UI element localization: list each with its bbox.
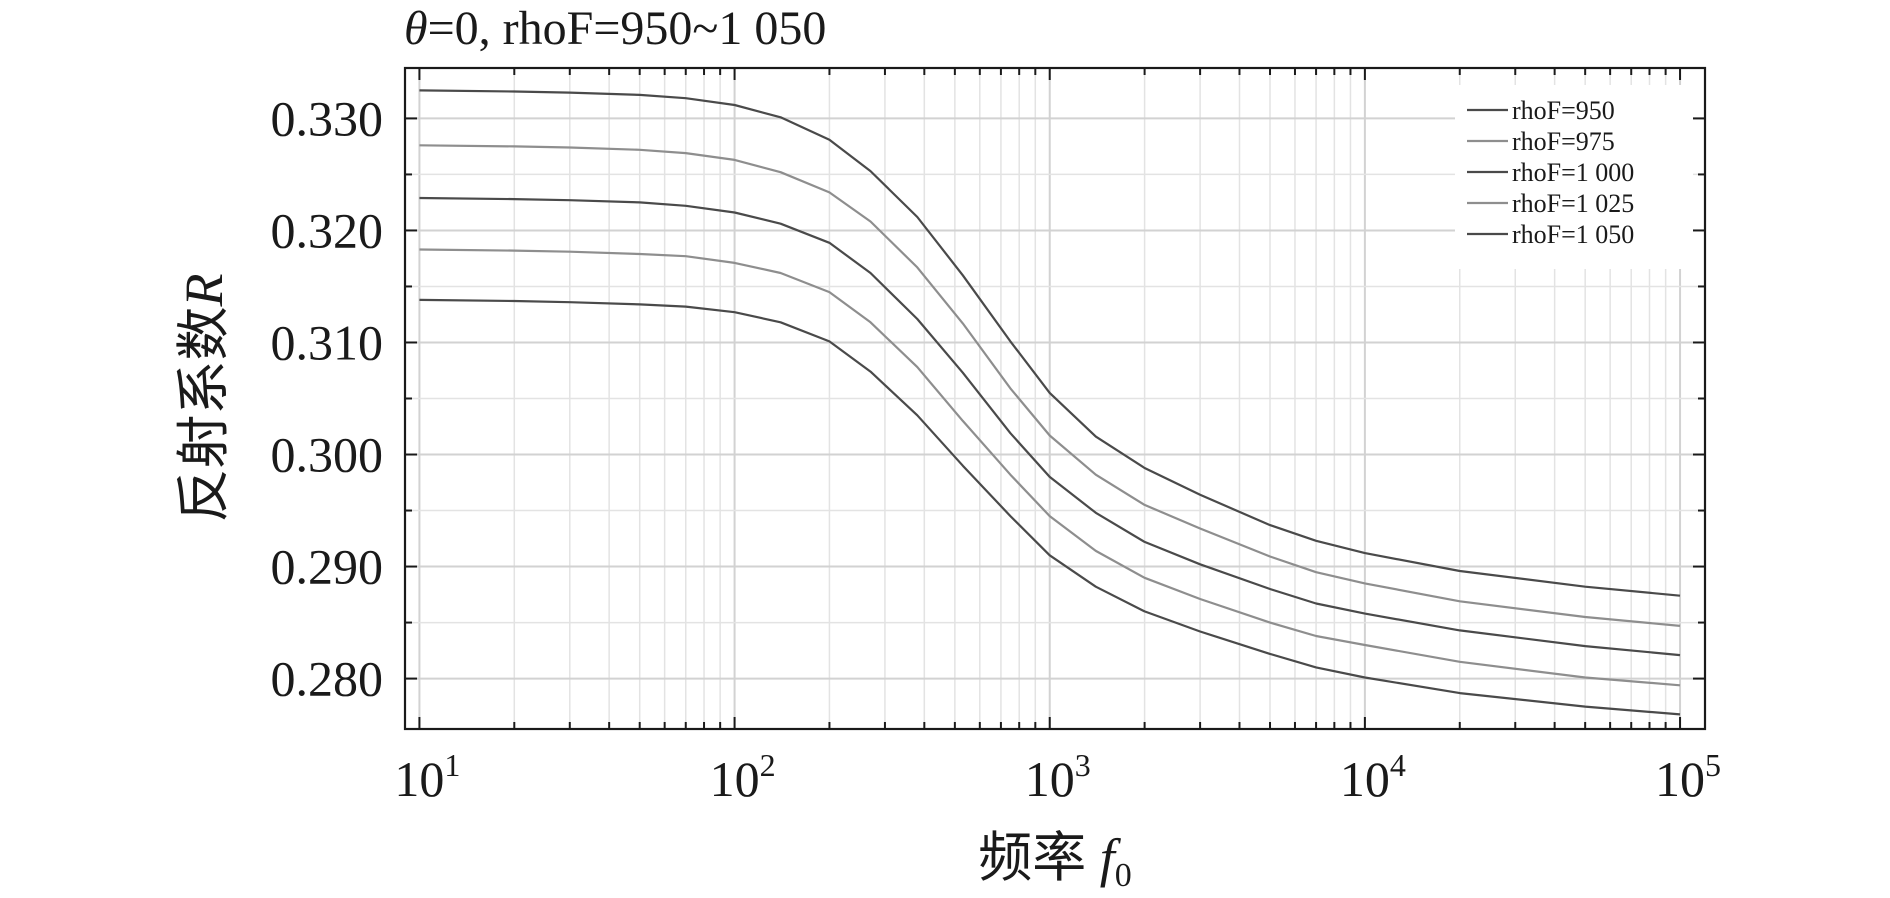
series-lines: [419, 89, 1681, 716]
series-line: [419, 196, 1681, 657]
legend-item-label: rhoF=950: [1512, 96, 1615, 125]
legend-box: [1455, 85, 1693, 269]
x-tick-label: 102: [710, 747, 776, 807]
series-line: [419, 89, 1681, 597]
legend-item-label: rhoF=1 025: [1512, 189, 1634, 218]
legend-item-label: rhoF=1 050: [1512, 220, 1634, 249]
chart-title-theta: θ: [404, 2, 428, 55]
chart-title-text: =0, rhoF=950~1 050: [428, 2, 827, 55]
legend-item-label: rhoF=975: [1512, 127, 1615, 156]
y-tick-labels: 0.280 0.290 0.300 0.310 0.320 0.330: [271, 90, 384, 706]
x-tick-label: 104: [1340, 747, 1406, 807]
chart-title: θ=0, rhoF=950~1 050: [404, 2, 826, 55]
y-tick-label: 0.280: [271, 651, 384, 707]
y-tick-label: 0.310: [271, 314, 384, 370]
x-axis-label-cn: 频率: [978, 828, 1100, 888]
x-axis-label: 频率 f0: [978, 828, 1132, 894]
y-tick-label: 0.330: [271, 90, 384, 146]
series-line: [419, 248, 1681, 687]
axis-ticks: [405, 68, 1705, 729]
y-axis-label: 反射系数R: [174, 274, 234, 523]
y-tick-label: 0.290: [271, 539, 384, 595]
legend-item-label: rhoF=1 000: [1512, 158, 1634, 187]
x-tick-label: 103: [1025, 747, 1091, 807]
y-tick-label: 0.300: [271, 427, 384, 483]
x-tick-label: 105: [1655, 747, 1721, 807]
y-tick-label: 0.320: [271, 202, 384, 258]
series-line: [419, 298, 1681, 716]
series-line: [419, 144, 1681, 627]
x-tick-label: 101: [394, 747, 460, 807]
x-axis-label-sub: 0: [1115, 857, 1132, 894]
x-tick-labels: 101 102 103 104 105: [394, 747, 1721, 807]
y-axis-label-var: R: [174, 274, 234, 308]
y-axis-label-cn: 反射系数: [174, 307, 234, 523]
